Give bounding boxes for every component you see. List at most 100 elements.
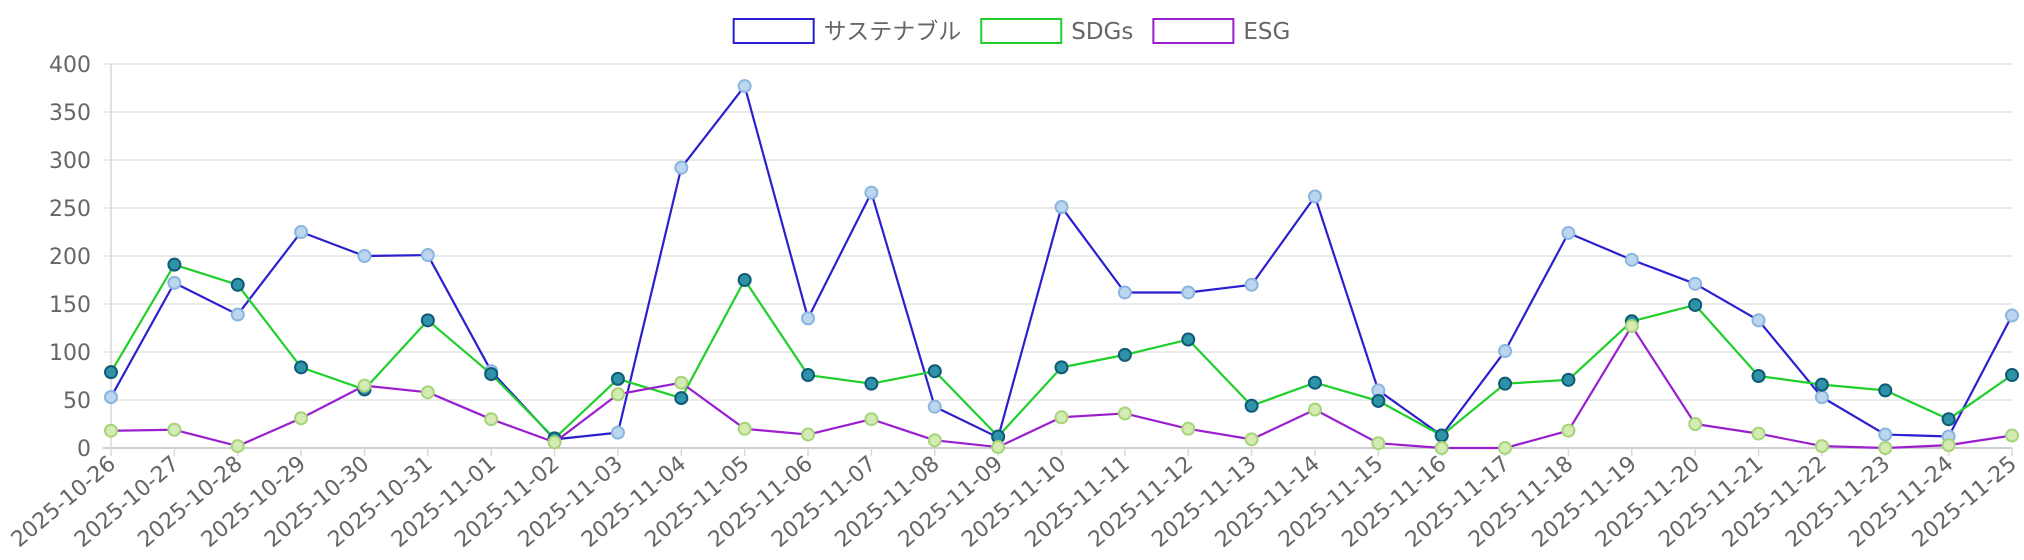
data-point[interactable] bbox=[1054, 360, 1069, 375]
data-point[interactable] bbox=[1117, 347, 1132, 362]
data-point[interactable] bbox=[1561, 423, 1576, 438]
data-point[interactable] bbox=[1244, 398, 1259, 413]
data-point[interactable] bbox=[167, 275, 182, 290]
data-point[interactable] bbox=[1814, 390, 1829, 405]
data-point[interactable] bbox=[547, 435, 562, 450]
data-point[interactable] bbox=[1561, 372, 1576, 387]
data-point[interactable] bbox=[1181, 285, 1196, 300]
data-point[interactable] bbox=[1371, 436, 1386, 451]
data-point[interactable] bbox=[801, 368, 816, 383]
data-point[interactable] bbox=[294, 225, 309, 239]
data-point[interactable] bbox=[1307, 402, 1322, 417]
data-point[interactable] bbox=[1498, 376, 1513, 391]
data-point[interactable] bbox=[1117, 285, 1132, 300]
data-point[interactable] bbox=[1244, 277, 1259, 292]
data-point[interactable] bbox=[610, 387, 625, 402]
data-point[interactable] bbox=[1814, 377, 1829, 392]
data-point[interactable] bbox=[167, 257, 182, 272]
legend-item[interactable]: サステナブル bbox=[732, 18, 962, 45]
data-point[interactable] bbox=[484, 367, 499, 382]
data-point[interactable] bbox=[2005, 368, 2019, 383]
legend-item[interactable]: SDGs bbox=[980, 18, 1133, 45]
data-point[interactable] bbox=[1307, 189, 1322, 204]
data-point[interactable] bbox=[1371, 393, 1386, 408]
data-point[interactable] bbox=[1498, 441, 1513, 455]
data-point[interactable] bbox=[1878, 383, 1893, 398]
y-tick-label: 150 bbox=[49, 293, 91, 318]
data-point[interactable] bbox=[230, 277, 245, 292]
data-point[interactable] bbox=[1624, 319, 1639, 334]
data-point[interactable] bbox=[230, 439, 245, 454]
data-point[interactable] bbox=[737, 421, 752, 436]
data-point[interactable] bbox=[1244, 432, 1259, 447]
data-point[interactable] bbox=[1688, 417, 1703, 431]
data-point[interactable] bbox=[1814, 439, 1829, 454]
data-point[interactable] bbox=[420, 313, 435, 328]
data-point[interactable] bbox=[1117, 406, 1132, 421]
data-point[interactable] bbox=[864, 376, 879, 391]
data-point[interactable] bbox=[1054, 200, 1069, 215]
data-point[interactable] bbox=[864, 412, 879, 427]
data-point[interactable] bbox=[484, 412, 499, 427]
data-point[interactable] bbox=[294, 360, 309, 375]
data-point[interactable] bbox=[1941, 438, 1956, 453]
legend-swatch bbox=[732, 18, 815, 44]
data-point[interactable] bbox=[230, 307, 245, 322]
data-point[interactable] bbox=[1054, 410, 1069, 425]
data-point[interactable] bbox=[1751, 369, 1766, 383]
data-point[interactable] bbox=[1878, 427, 1893, 442]
data-point[interactable] bbox=[927, 399, 942, 414]
data-point[interactable] bbox=[1688, 297, 1703, 312]
y-tick-label: 250 bbox=[49, 197, 91, 222]
data-point[interactable] bbox=[1434, 441, 1449, 455]
y-tick-label: 400 bbox=[49, 53, 91, 78]
legend-swatch bbox=[980, 18, 1063, 44]
data-point[interactable] bbox=[420, 248, 435, 263]
data-point[interactable] bbox=[674, 160, 689, 175]
data-point[interactable] bbox=[1307, 375, 1322, 390]
data-point[interactable] bbox=[104, 365, 118, 380]
data-point[interactable] bbox=[1561, 225, 1576, 240]
data-point[interactable] bbox=[864, 185, 879, 200]
data-point[interactable] bbox=[2005, 428, 2019, 443]
data-point[interactable] bbox=[294, 411, 309, 426]
data-point[interactable] bbox=[357, 378, 372, 393]
series-2 bbox=[104, 319, 2019, 455]
data-point[interactable] bbox=[801, 311, 816, 326]
data-point[interactable] bbox=[801, 427, 816, 442]
data-point[interactable] bbox=[610, 371, 625, 386]
y-tick-label: 0 bbox=[77, 437, 91, 462]
series-line bbox=[110, 84, 2013, 441]
data-point[interactable] bbox=[1181, 332, 1196, 347]
data-point[interactable] bbox=[927, 433, 942, 448]
data-point[interactable] bbox=[167, 422, 182, 437]
data-point[interactable] bbox=[674, 391, 689, 406]
data-point[interactable] bbox=[991, 440, 1006, 455]
y-tick-label: 300 bbox=[49, 149, 91, 174]
data-point[interactable] bbox=[104, 423, 118, 438]
data-point[interactable] bbox=[1751, 313, 1766, 328]
data-point[interactable] bbox=[1624, 252, 1639, 267]
data-point[interactable] bbox=[737, 79, 752, 94]
data-point[interactable] bbox=[737, 273, 752, 287]
legend-label: SDGs bbox=[1071, 19, 1133, 45]
data-point[interactable] bbox=[104, 390, 118, 405]
series-line bbox=[110, 324, 2013, 450]
data-point[interactable] bbox=[1434, 428, 1449, 443]
data-point[interactable] bbox=[610, 425, 625, 440]
data-point[interactable] bbox=[1181, 421, 1196, 436]
data-point[interactable] bbox=[2005, 308, 2019, 323]
data-point[interactable] bbox=[1688, 276, 1703, 291]
data-point[interactable] bbox=[1878, 441, 1893, 455]
data-point[interactable] bbox=[674, 375, 689, 390]
data-point[interactable] bbox=[357, 249, 372, 263]
y-axis: 0 50 100 150 200 250 300 350 400 bbox=[49, 53, 112, 462]
data-point[interactable] bbox=[420, 385, 435, 400]
data-point[interactable] bbox=[927, 364, 942, 379]
data-point[interactable] bbox=[1498, 344, 1513, 359]
legend-item[interactable]: ESG bbox=[1152, 18, 1290, 45]
data-point[interactable] bbox=[1941, 412, 1956, 427]
data-point[interactable] bbox=[1751, 426, 1766, 441]
y-tick-label: 350 bbox=[49, 101, 91, 126]
